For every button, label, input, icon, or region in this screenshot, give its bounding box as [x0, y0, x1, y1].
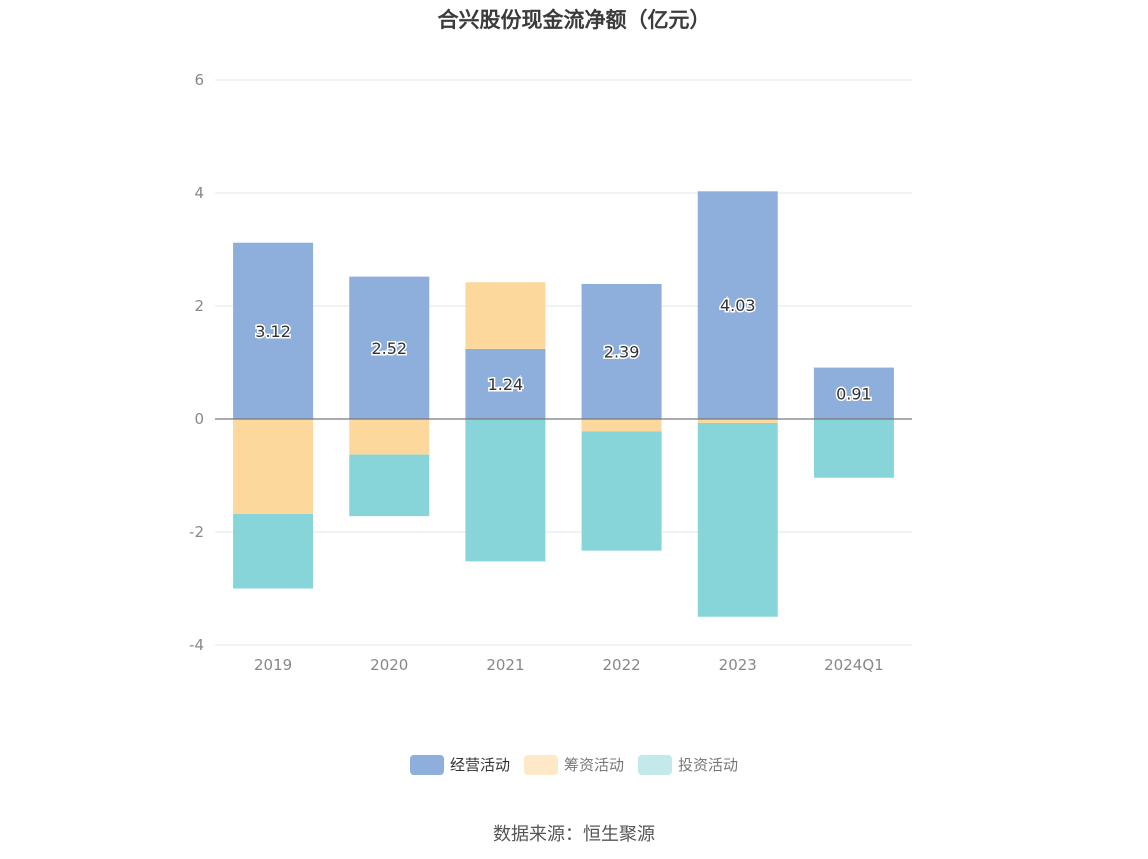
- bar-投资活动-2020: [349, 454, 430, 517]
- x-tick-label: 2022: [602, 656, 640, 674]
- y-tick-label: 4: [194, 184, 204, 202]
- x-tick-label: 2019: [254, 656, 292, 674]
- legend: 经营活动 筹资活动 投资活动: [0, 754, 1148, 775]
- legend-swatch-financing: [523, 754, 558, 775]
- bar-投资活动-2019: [233, 513, 314, 589]
- legend-label-investing: 投资活动: [678, 756, 739, 774]
- bar-筹资活动-2022: [581, 419, 662, 432]
- bar-投资活动-2022: [581, 431, 662, 551]
- bar-筹资活动-2021: [465, 282, 546, 349]
- cashflow-chart: 6 4 2 0 -2 -4 3.12 2.52 1.24 2.39 4.03 0.91 2019 2020…: [189, 71, 912, 674]
- data-source: 数据来源：恒生聚源: [493, 824, 655, 845]
- bar-经营活动-2024Q1: [813, 367, 894, 419]
- bar-经营活动-2020: [349, 276, 430, 419]
- data-label: 0.91: [836, 384, 872, 403]
- bar-投资活动-2023: [697, 422, 778, 617]
- x-tick-label: 2024Q1: [824, 656, 884, 674]
- legend-item-operating[interactable]: 经营活动: [409, 754, 510, 775]
- bar-经营活动-2019: [233, 242, 314, 419]
- bar-经营活动-2021: [465, 348, 546, 419]
- y-tick-label: 2: [194, 297, 204, 315]
- bar-筹资活动-2020: [349, 419, 430, 455]
- bar-经营活动-2023: [697, 191, 778, 419]
- y-tick-label: 6: [194, 71, 204, 89]
- y-tick-label: -4: [189, 636, 204, 654]
- data-label: 2.39: [604, 342, 640, 361]
- bar-筹资活动-2019: [233, 419, 314, 514]
- legend-label-financing: 筹资活动: [563, 756, 624, 774]
- bar-筹资活动-2023: [697, 419, 778, 423]
- legend-label-operating: 经营活动: [449, 756, 510, 774]
- y-tick-label: -2: [189, 523, 204, 541]
- chart-title: 合兴股份现金流净额（亿元）: [437, 8, 711, 32]
- x-tick-label: 2023: [719, 656, 757, 674]
- x-tick-label: 2020: [370, 656, 408, 674]
- data-label: 2.52: [371, 339, 407, 358]
- y-tick-label: 0: [194, 410, 204, 428]
- legend-swatch-operating: [409, 754, 444, 775]
- legend-item-financing[interactable]: 筹资活动: [523, 754, 624, 775]
- data-label: 4.03: [720, 296, 756, 315]
- bar-投资活动-2021: [465, 419, 546, 562]
- data-label: 3.12: [255, 322, 291, 341]
- data-label: 1.24: [488, 375, 524, 394]
- bar-投资活动-2024Q1: [813, 419, 894, 478]
- legend-item-investing[interactable]: 投资活动: [638, 754, 738, 775]
- bar-经营活动-2022: [581, 283, 662, 419]
- x-tick-label: 2021: [486, 656, 524, 674]
- legend-swatch-investing: [638, 754, 672, 775]
